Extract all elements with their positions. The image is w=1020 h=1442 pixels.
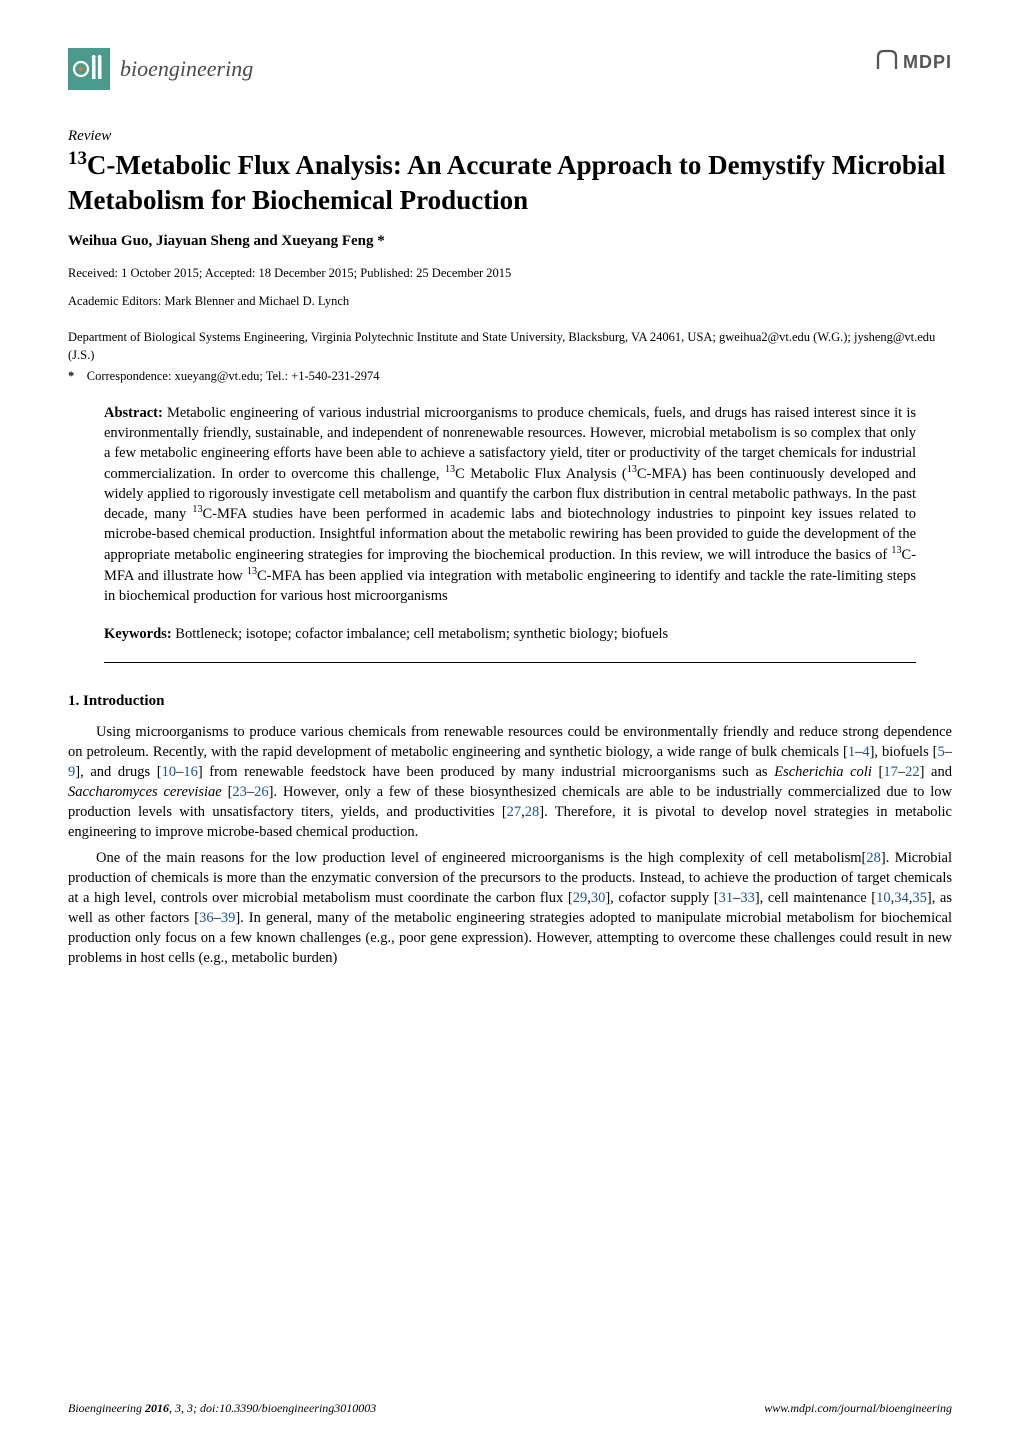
intro-paragraph-1: Using microorganisms to produce various … [68, 722, 952, 842]
authors: Weihua Guo, Jiayuan Sheng and Xueyang Fe… [68, 233, 952, 250]
keywords: Keywords: Bottleneck; isotope; cofactor … [104, 624, 916, 644]
journal-name: bioengineering [120, 56, 253, 82]
mdpi-mark-icon [875, 48, 899, 77]
journal-brand: bioengineering [68, 48, 253, 90]
page-footer: Bioengineering 2016, 3, 3; doi:10.3390/b… [68, 1401, 952, 1416]
abstract-text: Metabolic engineering of various industr… [104, 405, 916, 604]
correspondence: * Correspondence: xueyang@vt.edu; Tel.: … [68, 367, 952, 385]
keywords-text: Bottleneck; isotope; cofactor imbalance;… [175, 626, 668, 642]
section-heading-introduction: 1. Introduction [68, 693, 952, 710]
footer-citation: Bioengineering 2016, 3, 3; doi:10.3390/b… [68, 1401, 376, 1416]
abstract-label: Abstract: [104, 405, 163, 421]
publisher-name: MDPI [903, 52, 952, 73]
article-title: 13C-Metabolic Flux Analysis: An Accurate… [68, 147, 952, 217]
affiliation: Department of Biological Systems Enginee… [68, 328, 952, 364]
section-divider [104, 662, 916, 663]
correspondence-text: Correspondence: xueyang@vt.edu; Tel.: +1… [87, 369, 380, 383]
intro-paragraph-2: One of the main reasons for the low prod… [68, 848, 952, 968]
article-type: Review [68, 128, 952, 145]
publication-dates: Received: 1 October 2015; Accepted: 18 D… [68, 264, 952, 282]
page-header: bioengineering MDPI [68, 48, 952, 90]
correspondence-star: * [68, 369, 74, 383]
keywords-label: Keywords: [104, 626, 172, 642]
abstract: Abstract: Metabolic engineering of vario… [104, 403, 916, 606]
journal-logo-icon [68, 48, 110, 90]
academic-editors: Academic Editors: Mark Blenner and Micha… [68, 292, 952, 310]
publisher-logo: MDPI [875, 48, 952, 77]
footer-url: www.mdpi.com/journal/bioengineering [764, 1401, 952, 1416]
